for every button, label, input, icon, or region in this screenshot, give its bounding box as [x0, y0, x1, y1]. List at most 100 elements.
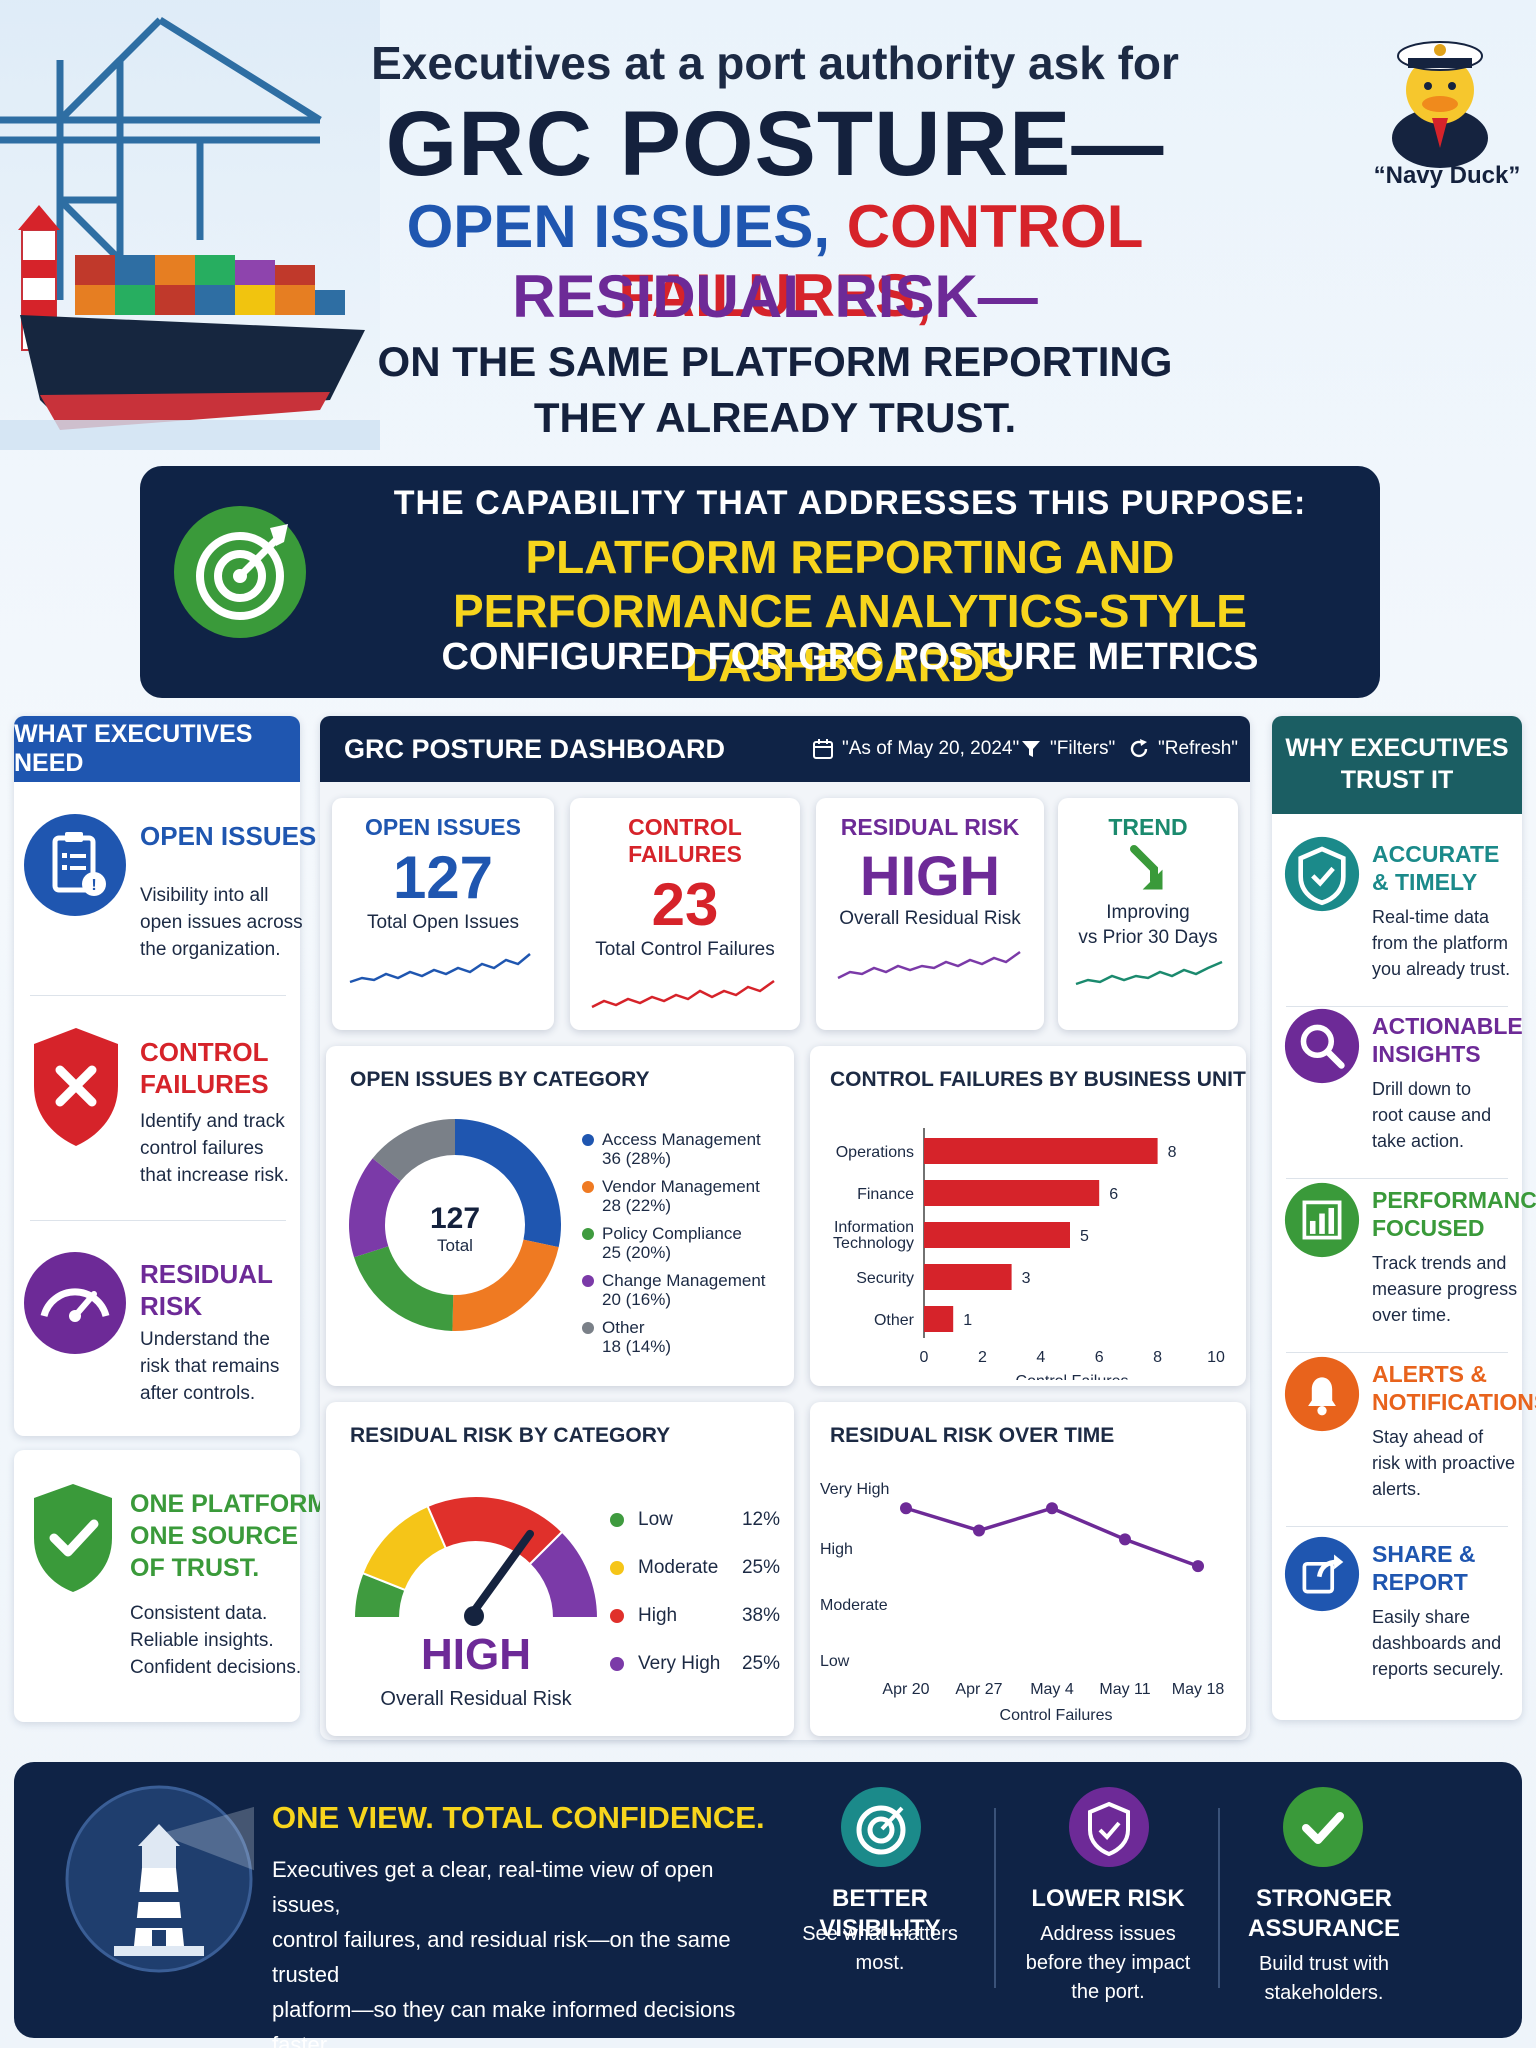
- kpi-label: Total Open Issues: [366, 912, 520, 933]
- category-label: Information: [834, 1219, 914, 1236]
- donut-slice[interactable]: [354, 1246, 454, 1331]
- donut-legend: Access Management 36 (28%) Vendor Manageme…: [582, 1130, 792, 1365]
- executive-needs-header: WHAT EXECUTIVES NEED: [14, 716, 300, 782]
- trust-item-desc: Track trends and measure progress over tim…: [1372, 1250, 1522, 1328]
- bar-title: CONTROL FAILURES BY BUSINESS UNIT: [830, 1068, 1246, 1091]
- title-line: & TIMELY: [1372, 869, 1478, 895]
- legend-label: High: [638, 1605, 678, 1626]
- donut-slice[interactable]: [349, 1158, 401, 1258]
- kpi-title: OPEN ISSUES: [365, 814, 521, 840]
- data-point[interactable]: [973, 1524, 985, 1537]
- headline-control-failures: CONTROL FAILURES,: [618, 193, 1144, 329]
- divider: [1218, 1808, 1220, 1988]
- gauge-legend: Low 12% Moderate 25% High 38% Very High 25%: [610, 1496, 780, 1688]
- donut-slice[interactable]: [455, 1119, 561, 1248]
- desc-line: stakeholders.: [1264, 1982, 1384, 2004]
- dashboard-title: GRC POSTURE DASHBOARD: [344, 734, 726, 764]
- bar-value-label: 1: [963, 1312, 972, 1329]
- title-line: ASSURANCE: [1247, 1915, 1400, 1942]
- bar[interactable]: [924, 1180, 1100, 1206]
- shield-icon: [1069, 1787, 1149, 1867]
- kpi-trend[interactable]: TREND Improving vs Prior 30 Days: [1058, 798, 1238, 1030]
- bar[interactable]: [924, 1264, 1012, 1290]
- donut-slice[interactable]: [372, 1119, 455, 1181]
- dashboard-header: [320, 716, 1250, 782]
- benefit-visibility-title: BETTER VISIBILITY: [819, 1885, 941, 1942]
- desc-line: before they impact: [1025, 1952, 1191, 1974]
- bell-icon: [1284, 1356, 1360, 1432]
- kpi-label: Total Control Failures: [595, 939, 775, 960]
- category-label: Finance: [857, 1186, 914, 1203]
- kpi-label: Overall Residual Risk: [839, 908, 1021, 929]
- control-failures-by-unit-card[interactable]: [810, 1046, 1246, 1386]
- legend-value: 25 (20%): [602, 1243, 671, 1262]
- legend-item: Low 12%: [610, 1496, 780, 1544]
- kpi-value: 23: [651, 871, 719, 938]
- legend-swatch: [610, 1609, 624, 1623]
- bar-value-label: 8: [1168, 1144, 1177, 1161]
- as-of-date[interactable]: "As of May 20, 2024": [812, 738, 1019, 760]
- as-of-label: "As of May 20, 2024": [842, 738, 1020, 759]
- text-line: control failures, and residual risk—on t…: [272, 1927, 731, 1987]
- data-point[interactable]: [1046, 1502, 1058, 1515]
- filters-button[interactable]: "Filters": [1020, 738, 1115, 760]
- trust-item-title: SHARE & REPORT: [1372, 1540, 1522, 1596]
- desc-line: Easily share: [1372, 1607, 1471, 1627]
- kpi-control-failures[interactable]: CONTROL FAILURES 23 Total Control Failur…: [570, 798, 800, 1030]
- desc-line: Track trends and: [1372, 1253, 1507, 1273]
- refresh-button[interactable]: "Refresh": [1128, 738, 1238, 760]
- bar[interactable]: [924, 1222, 1070, 1248]
- capability-subtitle: CONFIGURED FOR GRC POSTURE METRICS: [441, 636, 1259, 678]
- need-residual-risk-title: RESIDUAL RISK: [140, 1258, 273, 1322]
- headline-main: GRC POSTURE—: [385, 93, 1165, 195]
- magnifier-icon: [1284, 1008, 1360, 1084]
- legend-swatch: [582, 1275, 594, 1287]
- title-line: RISK: [140, 1291, 203, 1321]
- desc-line: Reliable insights.: [130, 1630, 274, 1651]
- x-tick-label: 6: [1095, 1349, 1104, 1366]
- shield-x-icon: [34, 1028, 118, 1146]
- legend-item: Vendor Management 28 (22%): [582, 1177, 792, 1215]
- title-line: ONE SOURCE: [130, 1522, 299, 1550]
- desc-line: you already trust.: [1372, 959, 1511, 979]
- share-icon: [1284, 1536, 1360, 1612]
- residual-risk-over-time-card[interactable]: [810, 1402, 1246, 1736]
- desc-line: risk that remains: [140, 1356, 280, 1377]
- refresh-icon: [1130, 739, 1148, 758]
- kpi-residual-risk[interactable]: RESIDUAL RISK HIGH Overall Residual Risk: [816, 798, 1044, 1030]
- data-point[interactable]: [900, 1502, 912, 1515]
- legend-item: Access Management 36 (28%): [582, 1130, 792, 1168]
- legend-swatch: [610, 1561, 624, 1575]
- benefit-lower-risk-title: LOWER RISK: [1031, 1885, 1185, 1912]
- kpi-open-issues[interactable]: OPEN ISSUES 127 Total Open Issues: [332, 798, 554, 1030]
- gauge-segment[interactable]: [528, 1530, 600, 1619]
- donut-slice[interactable]: [452, 1239, 559, 1331]
- desc-line: take action.: [1372, 1131, 1465, 1151]
- bar-value-label: 5: [1080, 1228, 1089, 1245]
- trust-item-title: ACTIONABLE INSIGHTS: [1372, 1012, 1523, 1068]
- bar[interactable]: [924, 1306, 954, 1332]
- capability-title-2: PERFORMANCE ANALYTICS-STYLE DASHBOARDS: [453, 585, 1247, 691]
- gauge-needle: [468, 1529, 535, 1618]
- legend-item: Policy Compliance 25 (20%): [582, 1224, 792, 1262]
- divider: [994, 1808, 996, 1988]
- title-line: SHARE &: [1372, 1541, 1476, 1567]
- legend-label: Moderate: [638, 1557, 719, 1578]
- donut-title: OPEN ISSUES BY CATEGORY: [350, 1068, 650, 1091]
- kpi-title: CONTROL FAILURES: [628, 814, 742, 867]
- data-point[interactable]: [1119, 1533, 1131, 1546]
- title-line: NOTIFICATIONS: [1372, 1389, 1536, 1415]
- data-point[interactable]: [1192, 1560, 1204, 1573]
- port-ship-illustration: [0, 0, 380, 450]
- desc-line: control failures: [140, 1138, 264, 1159]
- desc-line: risk with proactive: [1372, 1453, 1516, 1473]
- svg-text:!: !: [91, 877, 96, 894]
- divider: [30, 1220, 286, 1221]
- need-open-issues-title: OPEN ISSUES: [140, 821, 317, 851]
- need-open-issues-desc: Visibility into all open issues across t…: [140, 882, 303, 963]
- bar[interactable]: [924, 1138, 1158, 1164]
- category-label: Other: [874, 1312, 915, 1329]
- headline-platform: ON THE SAME PLATFORM REPORTING: [377, 338, 1173, 385]
- desc-line: Visibility into all: [140, 885, 269, 906]
- legend-swatch: [582, 1181, 594, 1193]
